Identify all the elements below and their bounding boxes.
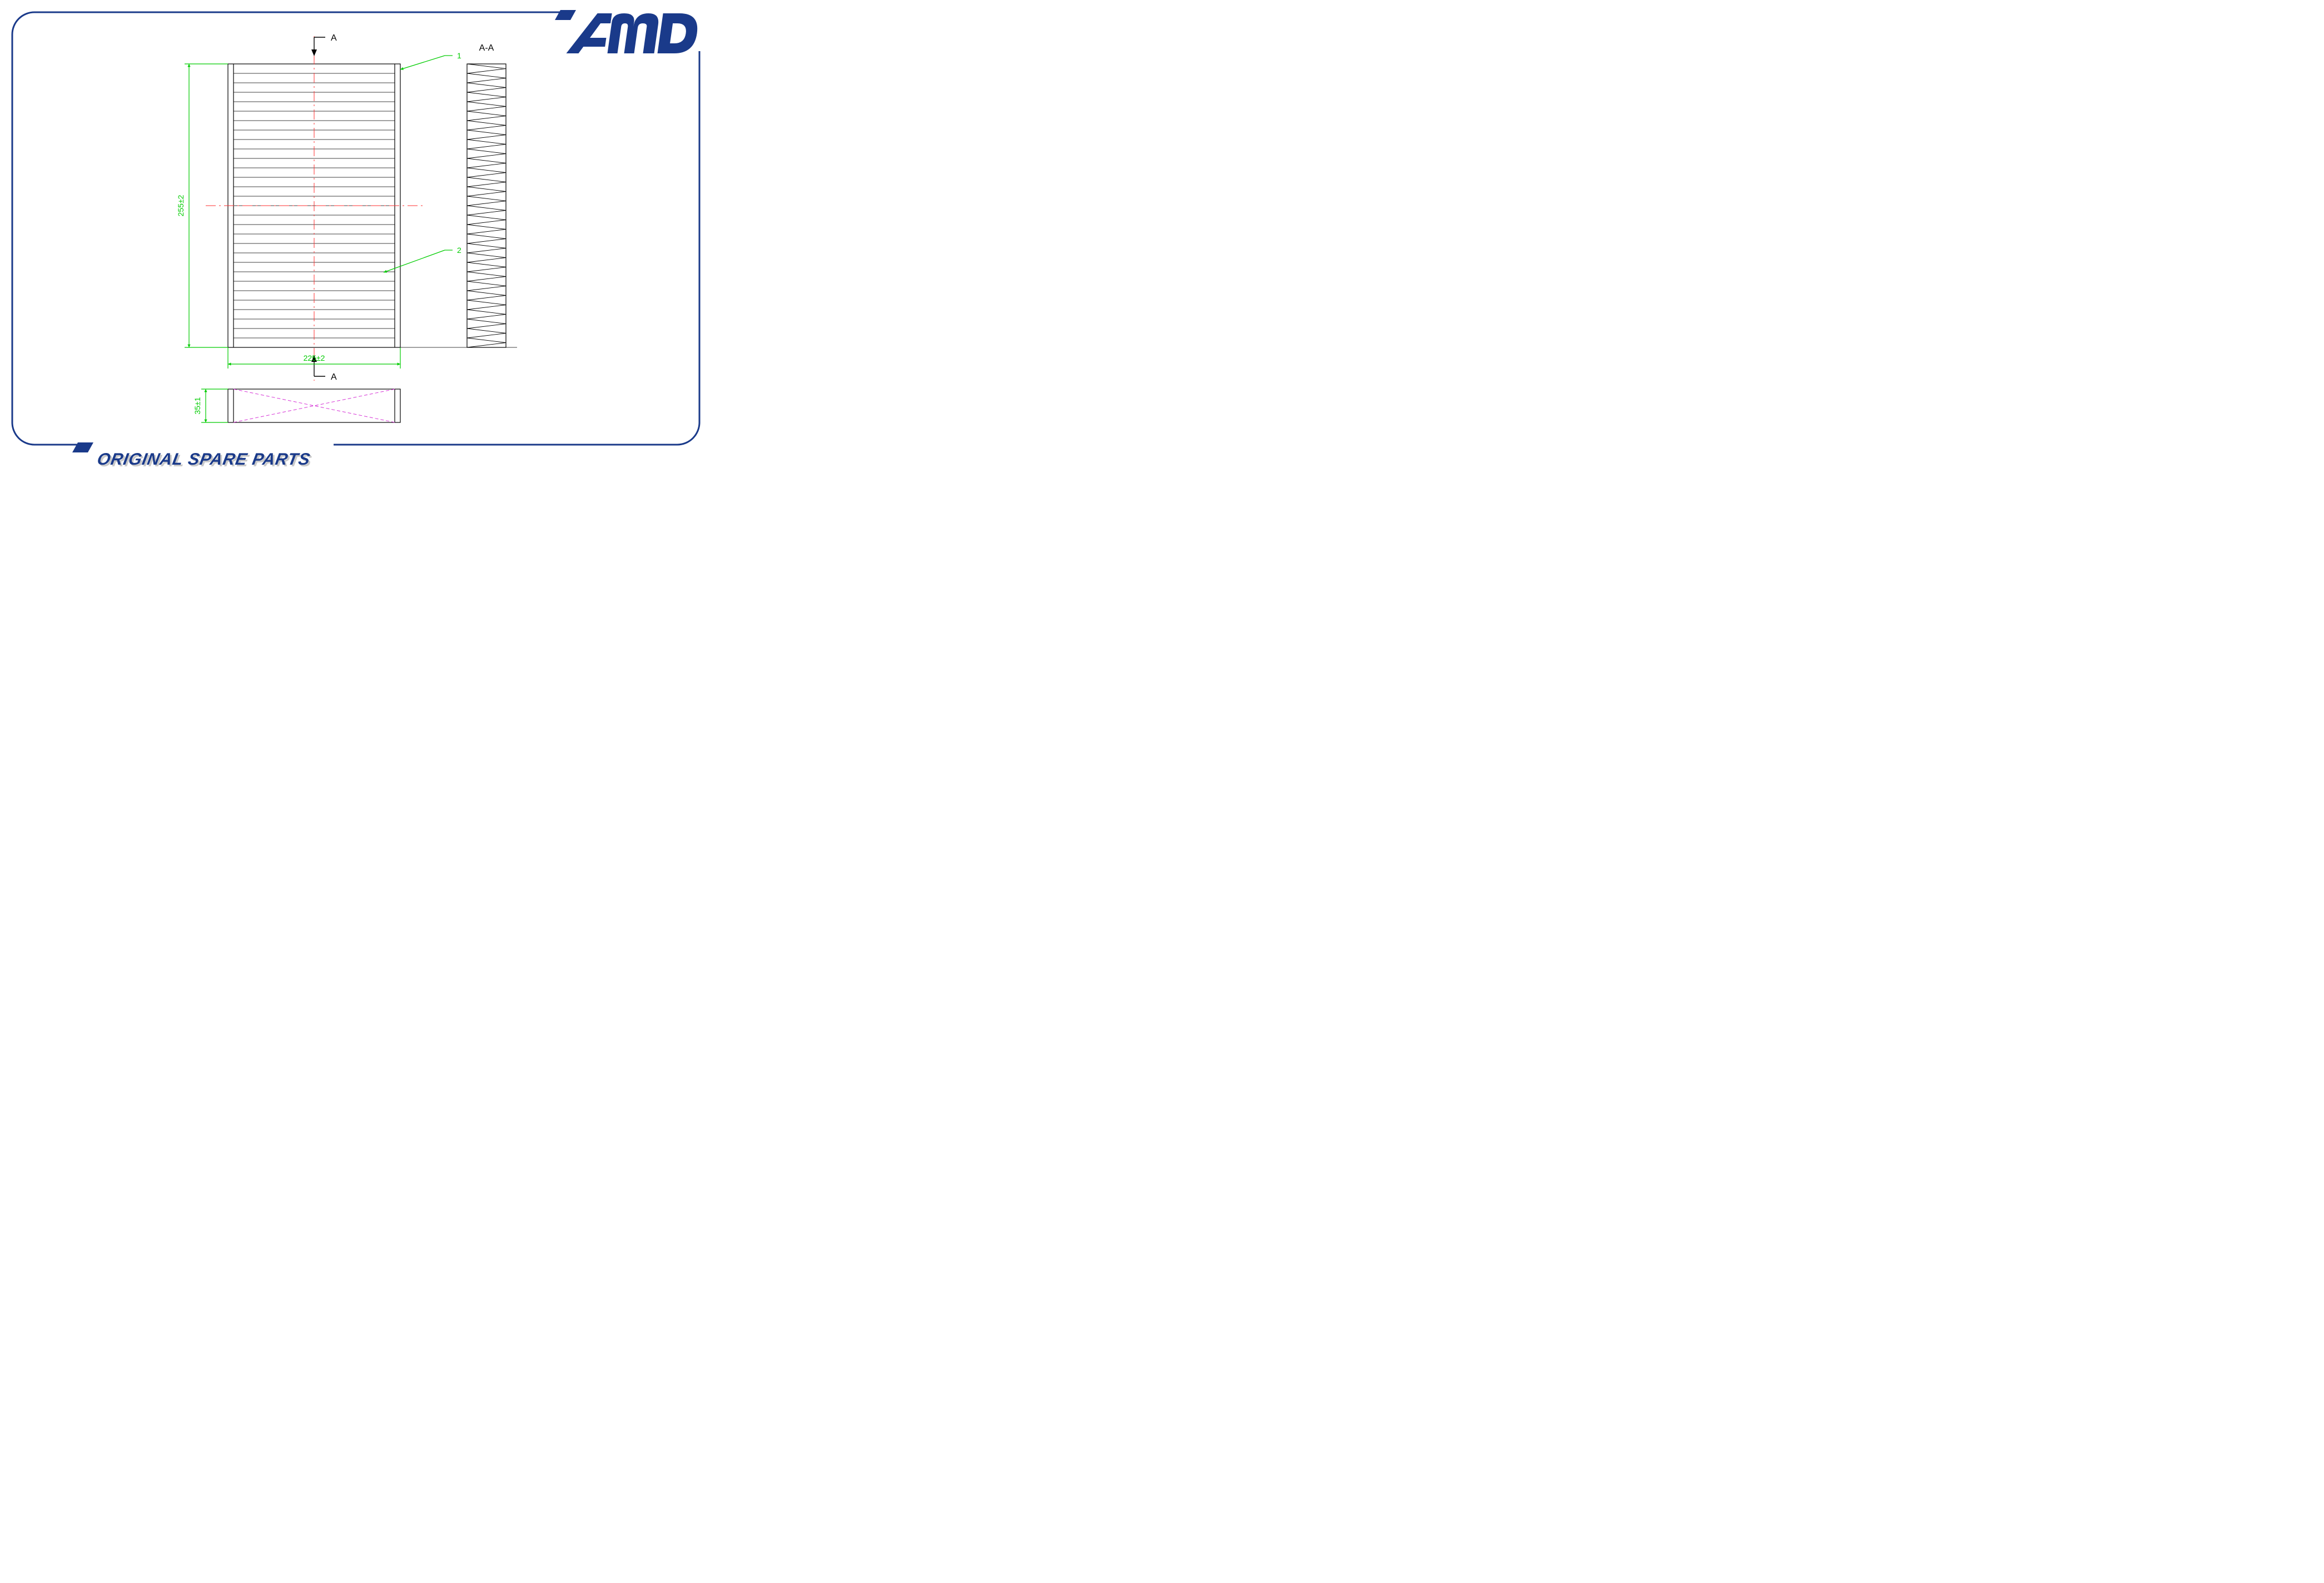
technical-drawing: A A 255±2 225±2 A-A 1 2 35±1 — [0, 0, 712, 485]
callout-1: 1 — [457, 51, 461, 60]
canvas: A A 255±2 225±2 A-A 1 2 35±1 ORIGINAL SPARE PAR… — [0, 0, 712, 485]
callout-2: 2 — [457, 246, 461, 255]
label-section: A-A — [479, 43, 494, 53]
dim-width-front: 225±2 — [304, 354, 325, 362]
dim-height-front: 255±2 — [176, 195, 185, 216]
label-A-top: A — [331, 33, 337, 43]
dim-height-side: 35±1 — [193, 397, 202, 414]
label-A-bottom: A — [331, 372, 337, 382]
footer-label: ORIGINAL SPARE PARTS — [96, 450, 312, 469]
